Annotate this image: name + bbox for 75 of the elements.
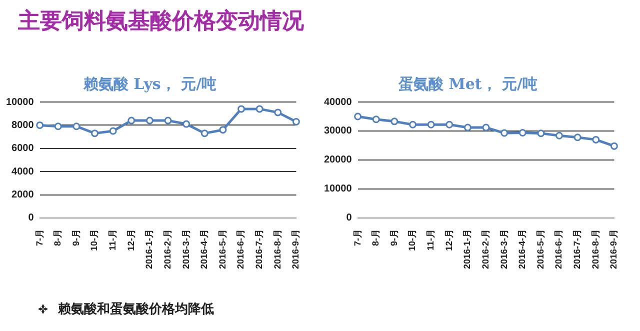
point — [500, 129, 508, 137]
point — [574, 134, 582, 142]
point — [54, 122, 62, 130]
x-tick-label: 11-月 — [426, 228, 436, 250]
chart-title: 蛋氨酸 Met， 元/吨 — [398, 74, 538, 93]
point — [292, 118, 300, 126]
point — [128, 116, 136, 124]
x-tick-label: 8-月 — [52, 228, 63, 246]
x-tick-label: 7-月 — [352, 228, 362, 246]
x-tick-label: 10-月 — [89, 228, 100, 251]
y-tick-label: 10000 — [324, 184, 352, 195]
point — [537, 130, 545, 138]
y-tick-label: 30000 — [324, 126, 352, 137]
point — [219, 126, 227, 134]
x-tick-label: 2016-9-月 — [608, 228, 619, 270]
point — [256, 105, 264, 113]
point — [36, 121, 44, 129]
x-tick-label: 9-月 — [388, 228, 399, 246]
point — [482, 124, 490, 132]
x-tick-label: 7-月 — [34, 228, 44, 246]
y-tick-label: 20000 — [324, 154, 352, 166]
x-tick-label: 2016-2-月 — [162, 228, 172, 270]
y-tick-label: 4000 — [12, 166, 34, 178]
point — [610, 142, 618, 150]
x-tick-label: 2016-4-月 — [517, 228, 528, 270]
point — [200, 130, 208, 138]
x-tick-label: 2016-4-月 — [199, 228, 210, 270]
point — [91, 130, 98, 138]
x-tick-label: 2016-5-月 — [217, 228, 228, 270]
point — [109, 127, 117, 135]
x-tick-label: 2016-3-月 — [498, 228, 509, 270]
x-tick-label: 2016-1-月 — [144, 228, 154, 270]
y-tick-label: 8000 — [12, 120, 34, 131]
x-tick-label: 2016-7-月 — [572, 228, 582, 270]
point — [238, 105, 246, 113]
text: 主要饲料氨基酸价格变动情况 — [18, 8, 304, 36]
point — [72, 122, 80, 130]
x-tick-label: 8-月 — [370, 228, 381, 246]
point — [556, 132, 564, 140]
x-tick-label: 10-月 — [407, 228, 418, 251]
y-tick-label: 2000 — [12, 190, 34, 201]
point — [592, 136, 600, 144]
point — [182, 120, 190, 128]
x-tick-label: 12-月 — [126, 228, 136, 251]
x-tick-label: 2016-6-月 — [236, 228, 246, 270]
y-tick-label: 6000 — [12, 143, 34, 154]
point — [518, 128, 526, 136]
x-tick-label: 11-月 — [108, 228, 118, 250]
x-tick-label: 9-月 — [70, 228, 81, 246]
point — [427, 120, 435, 128]
x-tick-label: 2016-8-月 — [272, 228, 282, 270]
y-tick-label: 0 — [346, 212, 352, 224]
x-tick-label: 2016-3-月 — [180, 228, 191, 270]
point — [464, 124, 472, 132]
x-tick-label: 12-月 — [444, 228, 454, 251]
y-tick-label: 0 — [28, 212, 34, 224]
y-tick-label: 10000 — [6, 96, 34, 108]
x-tick-label: 2016-1-月 — [462, 228, 472, 270]
text: 赖氨酸和蛋氨酸价格均降低 — [58, 301, 214, 318]
point — [390, 118, 398, 126]
point — [372, 116, 380, 124]
x-tick-label: 2016-9-月 — [290, 228, 301, 270]
point — [354, 112, 362, 120]
x-tick-label: 2016-5-月 — [535, 228, 546, 270]
point — [146, 116, 154, 124]
point — [446, 120, 454, 128]
x-tick-label: 2016-6-月 — [554, 228, 564, 270]
x-tick-label: 2016-7-月 — [254, 228, 264, 270]
x-tick-label: 2016-2-月 — [480, 228, 490, 270]
x-tick-label: 2016-8-月 — [590, 228, 600, 270]
chart-title: 赖氨酸 Lys， 元/吨 — [82, 74, 217, 93]
y-tick-label: 40000 — [324, 96, 352, 108]
point — [274, 108, 282, 116]
point — [409, 120, 416, 128]
point — [164, 116, 172, 124]
